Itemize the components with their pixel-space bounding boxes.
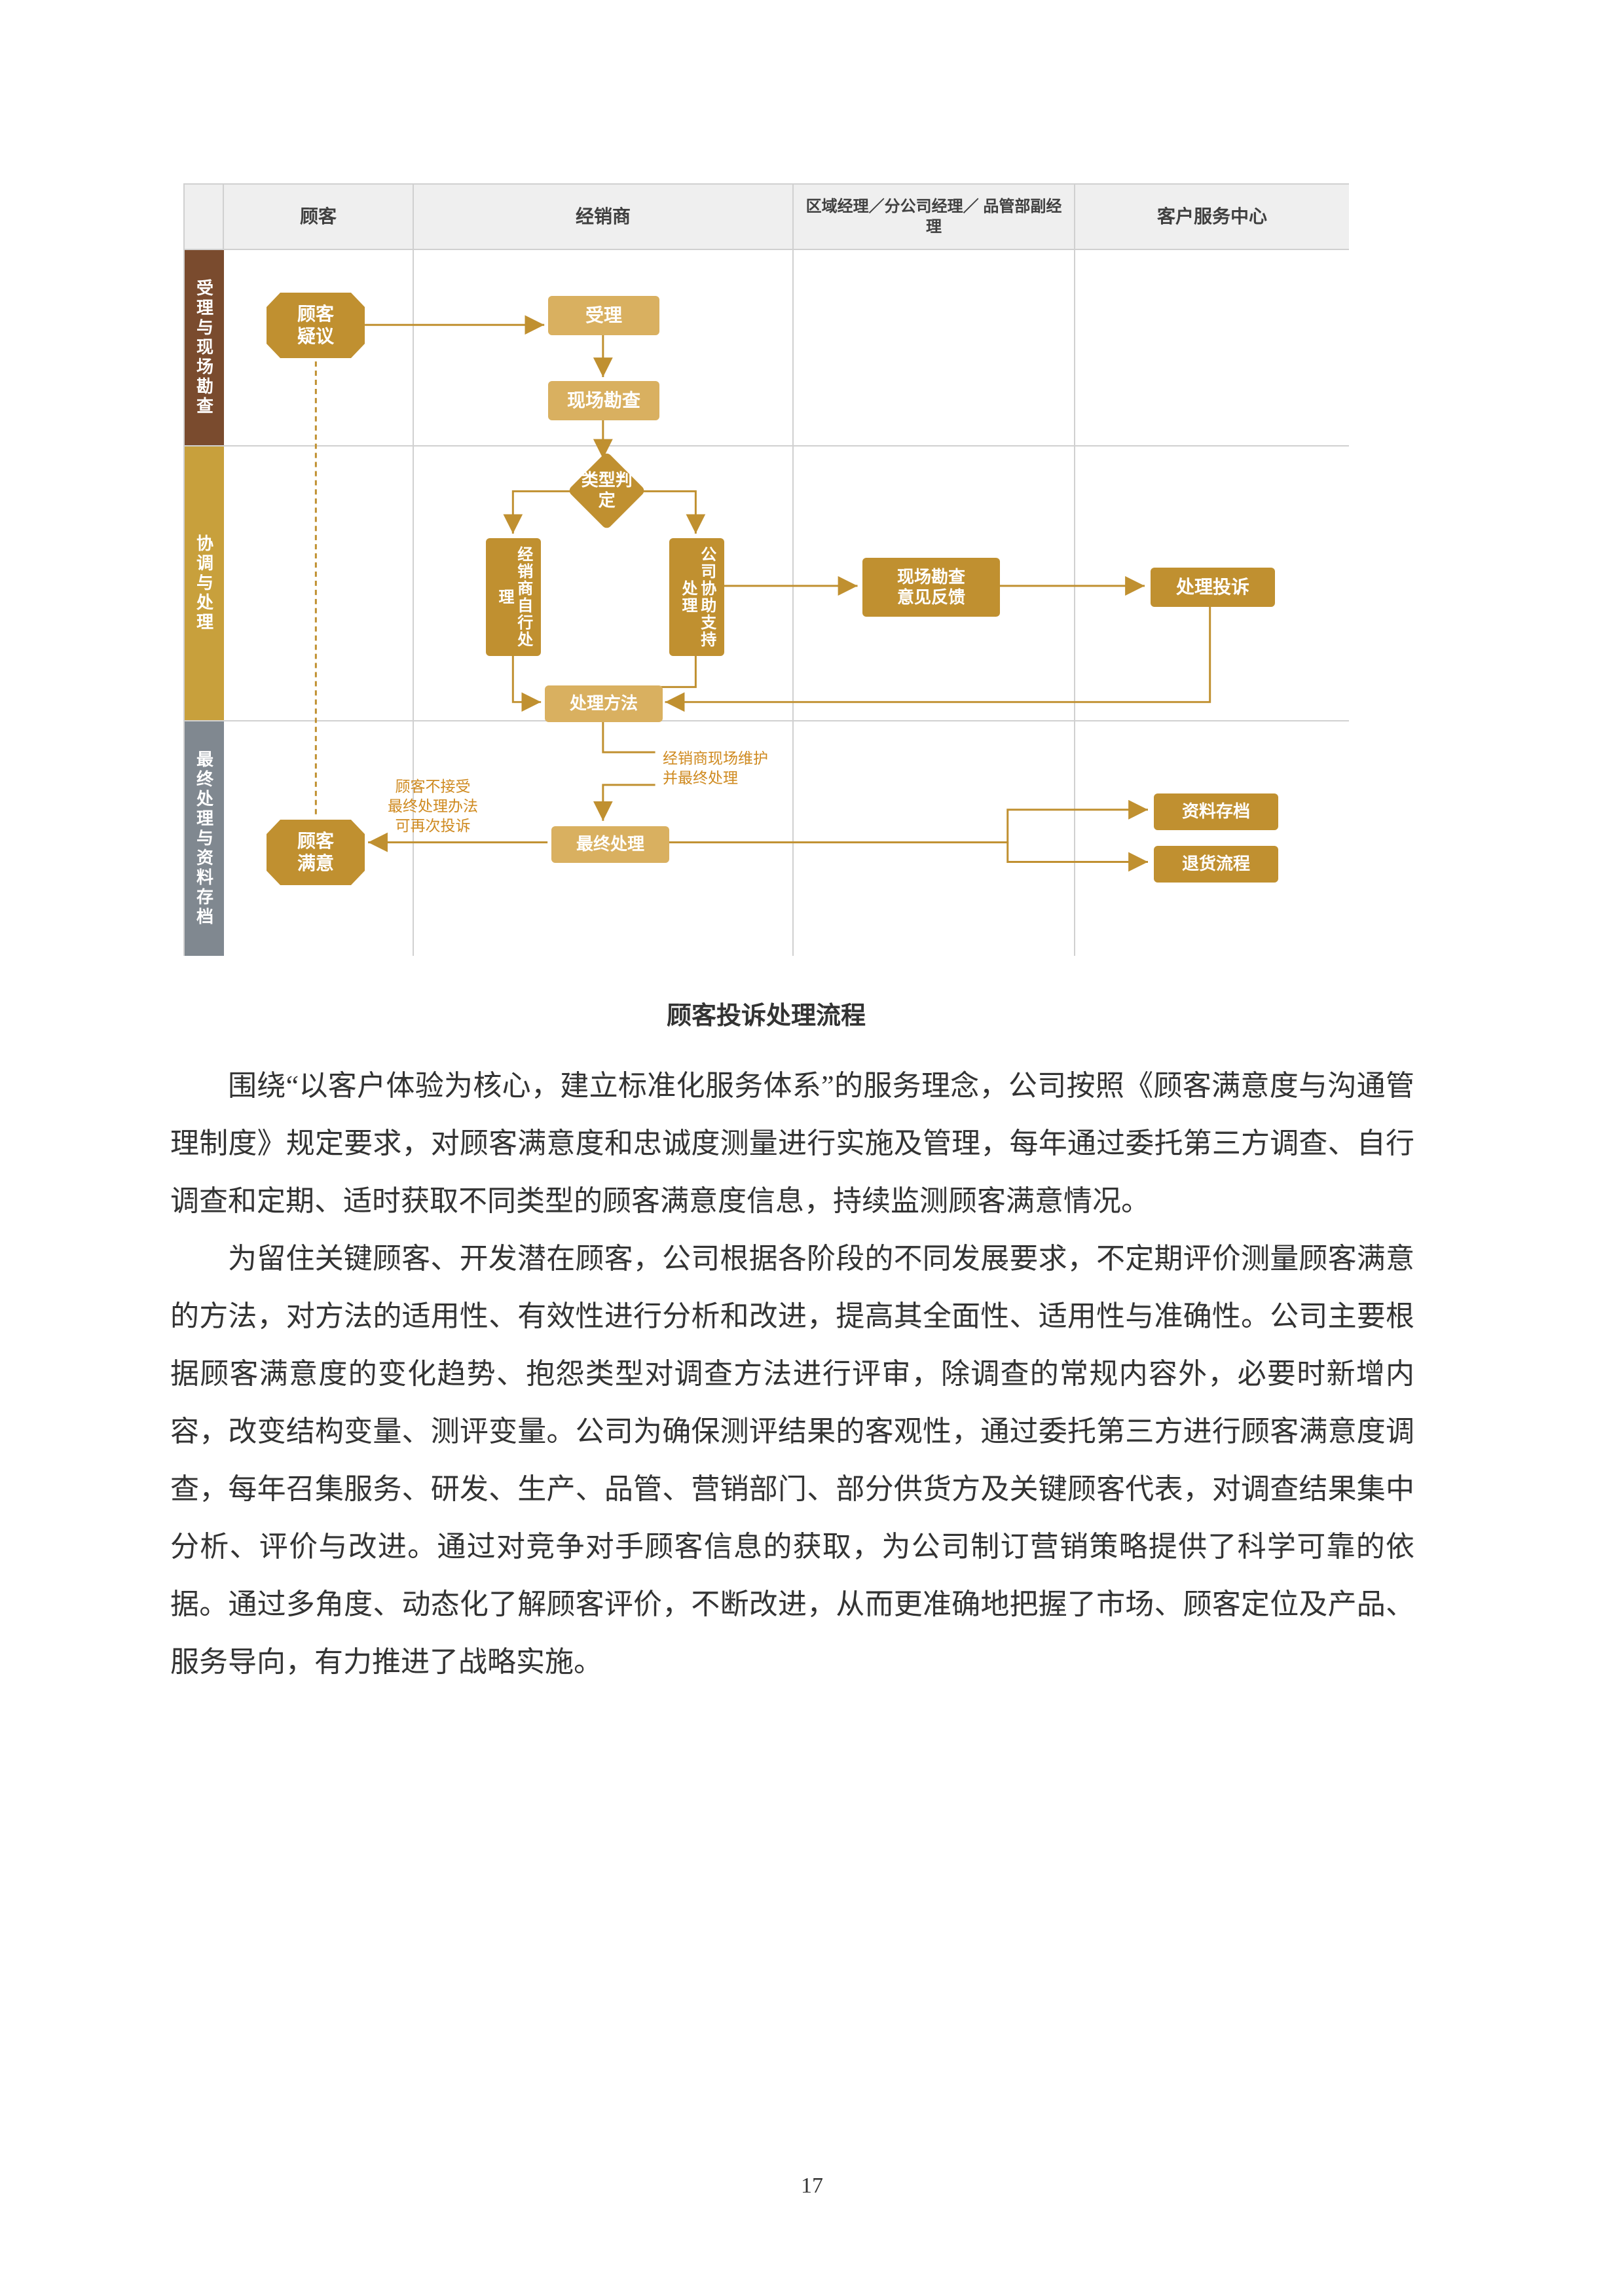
- node-archive: 资料存档: [1154, 793, 1278, 830]
- cell: [794, 721, 1075, 956]
- node-complaint: 处理投诉: [1151, 568, 1275, 607]
- node-method: 处理方法: [545, 685, 663, 722]
- node-self-handle: 经销商自行处理: [486, 538, 541, 656]
- node-satisfy: 顾客 满意: [267, 820, 365, 885]
- col-manager: 区域经理／分公司经理／ 品管部副经理: [794, 185, 1075, 250]
- corner: [185, 185, 224, 250]
- cell: [1075, 721, 1349, 956]
- node-accept: 受理: [548, 296, 659, 335]
- row-final: 最终处理与资料存档: [185, 721, 224, 956]
- node-final: 最终处理: [551, 826, 669, 863]
- node-maintain: 经销商现场维护 并最终处理: [663, 749, 768, 788]
- flowchart: 顾客 经销商 区域经理／分公司经理／ 品管部副经理 客户服务中心 受理与现场勘查…: [183, 183, 1349, 956]
- cell: [1075, 250, 1349, 446]
- row-coord: 协调与处理: [185, 446, 224, 721]
- paragraph-2: 为留住关键顾客、开发潜在顾客，公司根据各阶段的不同发展要求，不定期评价测量顾客满…: [170, 1230, 1414, 1691]
- paragraph-1: 围绕“以客户体验为核心，建立标准化服务体系”的服务理念，公司按照《顾客满意度与沟…: [170, 1057, 1414, 1230]
- col-service: 客户服务中心: [1075, 185, 1349, 250]
- cell: [794, 250, 1075, 446]
- figure-caption: 顾客投诉处理流程: [183, 995, 1349, 1031]
- annotation-recomplaint: 顾客不接受 最终处理办法 可再次投诉: [388, 777, 478, 836]
- col-dealer: 经销商: [414, 185, 794, 250]
- node-company-assist: 公司协助支持处理: [669, 538, 724, 656]
- cell: [224, 446, 414, 721]
- node-feedback: 现场勘查 意见反馈: [862, 558, 1000, 617]
- node-survey: 现场勘查: [548, 381, 659, 420]
- node-return: 退货流程: [1154, 846, 1278, 883]
- page-number: 17: [0, 2174, 1624, 2198]
- node-customer-doubt: 顾客 疑议: [267, 293, 365, 358]
- col-customer: 顾客: [224, 185, 414, 250]
- row-accept: 受理与现场勘查: [185, 250, 224, 446]
